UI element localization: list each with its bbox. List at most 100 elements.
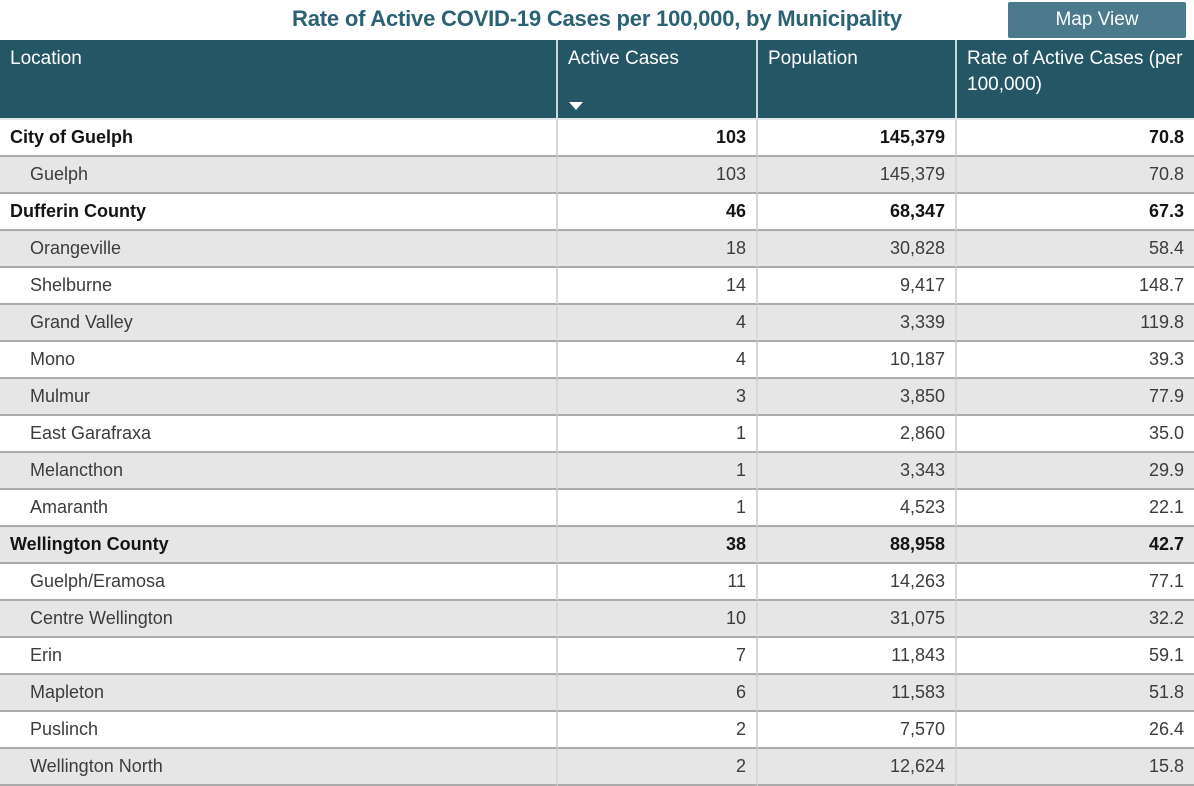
rate-cell: 70.8 — [957, 157, 1194, 194]
location-cell: Mapleton — [0, 675, 558, 712]
active-cases-cell: 46 — [558, 194, 758, 231]
table-row[interactable]: Wellington North 2 12,624 15.8 — [0, 749, 1194, 786]
table-row[interactable]: Wellington County 38 88,958 42.7 — [0, 527, 1194, 564]
location-cell: Melancthon — [0, 453, 558, 490]
table-row[interactable]: Shelburne 14 9,417 148.7 — [0, 268, 1194, 305]
active-cases-cell: 1 — [558, 416, 758, 453]
rate-cell: 35.0 — [957, 416, 1194, 453]
table-row[interactable]: East Garafraxa 1 2,860 35.0 — [0, 416, 1194, 453]
table-row[interactable]: Puslinch 2 7,570 26.4 — [0, 712, 1194, 749]
location-cell: Erin — [0, 638, 558, 675]
rate-cell: 59.1 — [957, 638, 1194, 675]
location-cell: Centre Wellington — [0, 601, 558, 638]
column-header-location[interactable]: Location — [0, 40, 558, 120]
population-cell: 3,339 — [758, 305, 957, 342]
active-cases-cell: 6 — [558, 675, 758, 712]
rate-cell: 77.9 — [957, 379, 1194, 416]
rate-cell: 32.2 — [957, 601, 1194, 638]
table-row[interactable]: Mapleton 6 11,583 51.8 — [0, 675, 1194, 712]
rate-cell: 148.7 — [957, 268, 1194, 305]
location-cell: Grand Valley — [0, 305, 558, 342]
table-row[interactable]: Mono 4 10,187 39.3 — [0, 342, 1194, 379]
table-row[interactable]: Guelph 103 145,379 70.8 — [0, 157, 1194, 194]
active-cases-cell: 2 — [558, 749, 758, 786]
population-cell: 12,624 — [758, 749, 957, 786]
table-row[interactable]: Guelph/Eramosa 11 14,263 77.1 — [0, 564, 1194, 601]
population-cell: 11,583 — [758, 675, 957, 712]
location-cell: Dufferin County — [0, 194, 558, 231]
population-cell: 30,828 — [758, 231, 957, 268]
table-row[interactable]: Melancthon 1 3,343 29.9 — [0, 453, 1194, 490]
column-header-rate-label: Rate of Active Cases (per 100,000) — [967, 48, 1183, 95]
population-cell: 145,379 — [758, 157, 957, 194]
table-row[interactable]: Centre Wellington 10 31,075 32.2 — [0, 601, 1194, 638]
location-cell: Wellington North — [0, 749, 558, 786]
active-cases-cell: 11 — [558, 564, 758, 601]
table-row[interactable]: City of Guelph 103 145,379 70.8 — [0, 120, 1194, 157]
active-cases-cell: 38 — [558, 527, 758, 564]
population-cell: 14,263 — [758, 564, 957, 601]
location-cell: Shelburne — [0, 268, 558, 305]
rate-cell: 22.1 — [957, 490, 1194, 527]
active-cases-cell: 3 — [558, 379, 758, 416]
population-cell: 9,417 — [758, 268, 957, 305]
population-cell: 4,523 — [758, 490, 957, 527]
column-header-population[interactable]: Population — [758, 40, 957, 120]
population-cell: 11,843 — [758, 638, 957, 675]
table-row[interactable]: Orangeville 18 30,828 58.4 — [0, 231, 1194, 268]
map-view-button[interactable]: Map View — [1008, 2, 1186, 38]
population-cell: 31,075 — [758, 601, 957, 638]
active-cases-cell: 4 — [558, 342, 758, 379]
column-header-location-label: Location — [10, 48, 82, 69]
column-header-population-label: Population — [768, 48, 858, 69]
active-cases-cell: 7 — [558, 638, 758, 675]
rate-cell: 42.7 — [957, 527, 1194, 564]
table-header: Location Active Cases Population Rate of… — [0, 40, 1194, 120]
active-cases-cell: 2 — [558, 712, 758, 749]
active-cases-cell: 10 — [558, 601, 758, 638]
column-header-active-cases-label: Active Cases — [568, 48, 679, 69]
location-cell: Orangeville — [0, 231, 558, 268]
rate-cell: 58.4 — [957, 231, 1194, 268]
title-bar: Rate of Active COVID-19 Cases per 100,00… — [0, 0, 1194, 40]
location-cell: Puslinch — [0, 712, 558, 749]
rate-cell: 70.8 — [957, 120, 1194, 157]
location-cell: East Garafraxa — [0, 416, 558, 453]
table-row[interactable]: Dufferin County 46 68,347 67.3 — [0, 194, 1194, 231]
active-cases-cell: 1 — [558, 490, 758, 527]
location-cell: Amaranth — [0, 490, 558, 527]
active-cases-cell: 103 — [558, 120, 758, 157]
sort-descending-icon — [569, 102, 583, 110]
rate-cell: 29.9 — [957, 453, 1194, 490]
location-cell: Wellington County — [0, 527, 558, 564]
table-body: City of Guelph 103 145,379 70.8 Guelph 103 145… — [0, 120, 1194, 786]
rate-cell: 39.3 — [957, 342, 1194, 379]
location-cell: City of Guelph — [0, 120, 558, 157]
location-cell: Guelph/Eramosa — [0, 564, 558, 601]
location-cell: Guelph — [0, 157, 558, 194]
table-row[interactable]: Mulmur 3 3,850 77.9 — [0, 379, 1194, 416]
table-row[interactable]: Grand Valley 4 3,339 119.8 — [0, 305, 1194, 342]
location-cell: Mono — [0, 342, 558, 379]
population-cell: 7,570 — [758, 712, 957, 749]
active-cases-cell: 4 — [558, 305, 758, 342]
rate-cell: 51.8 — [957, 675, 1194, 712]
population-cell: 10,187 — [758, 342, 957, 379]
column-header-rate[interactable]: Rate of Active Cases (per 100,000) — [957, 40, 1194, 120]
table-row[interactable]: Erin 7 11,843 59.1 — [0, 638, 1194, 675]
rate-cell: 77.1 — [957, 564, 1194, 601]
population-cell: 3,850 — [758, 379, 957, 416]
rate-cell: 26.4 — [957, 712, 1194, 749]
population-cell: 3,343 — [758, 453, 957, 490]
population-cell: 68,347 — [758, 194, 957, 231]
table-row[interactable]: Amaranth 1 4,523 22.1 — [0, 490, 1194, 527]
rate-cell: 119.8 — [957, 305, 1194, 342]
municipality-table: Location Active Cases Population Rate of… — [0, 40, 1194, 786]
column-header-active-cases[interactable]: Active Cases — [558, 40, 758, 120]
population-cell: 88,958 — [758, 527, 957, 564]
population-cell: 2,860 — [758, 416, 957, 453]
rate-cell: 67.3 — [957, 194, 1194, 231]
page-title: Rate of Active COVID-19 Cases per 100,00… — [292, 6, 902, 31]
location-cell: Mulmur — [0, 379, 558, 416]
active-cases-cell: 103 — [558, 157, 758, 194]
